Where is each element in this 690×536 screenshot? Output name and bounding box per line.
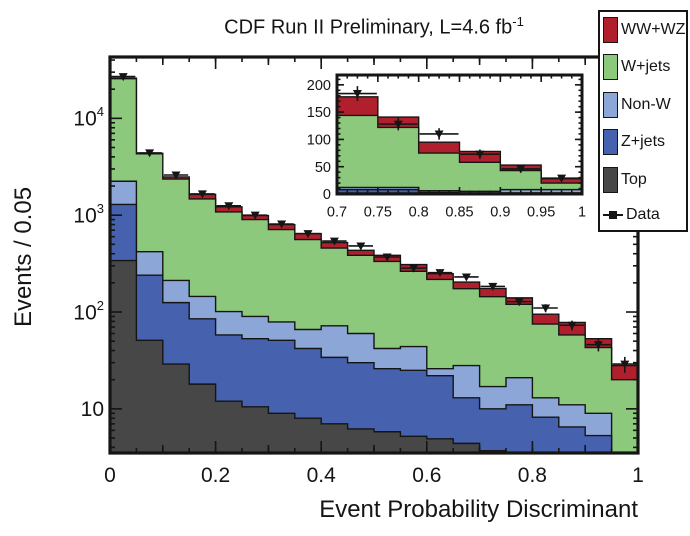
non-w-swatch-icon — [603, 92, 618, 118]
svg-text:0.85: 0.85 — [445, 205, 473, 221]
legend-item-w-jets: W+jets — [603, 53, 670, 81]
svg-text:0.2: 0.2 — [201, 464, 230, 487]
svg-text:0.95: 0.95 — [527, 205, 555, 221]
svg-text:103: 103 — [73, 201, 104, 227]
legend-item-data: Data — [603, 201, 660, 229]
svg-text:0.7: 0.7 — [327, 205, 347, 221]
svg-text:10: 10 — [81, 398, 104, 421]
svg-text:200: 200 — [307, 78, 331, 94]
ww-wz-swatch-icon — [603, 17, 618, 43]
y-axis-title: Events / 0.05 — [10, 186, 37, 328]
legend-item-ww-wz: WW+WZ — [603, 16, 685, 44]
legend-label-data: Data — [626, 206, 660, 223]
svg-text:0.9: 0.9 — [490, 205, 510, 221]
legend-label-z-jets: Z+jets — [621, 133, 666, 150]
legend-box: WW+WZ W+jets Non-W Z+jets Top Data — [598, 10, 688, 232]
svg-text:100: 100 — [307, 132, 331, 148]
w-jets-swatch-icon — [603, 54, 618, 80]
x-axis-title: Event Probability Discriminant — [319, 496, 638, 523]
legend-label-w-jets: W+jets — [621, 58, 671, 75]
svg-text:0.4: 0.4 — [307, 464, 337, 487]
svg-text:0.75: 0.75 — [364, 205, 392, 221]
svg-text:0: 0 — [323, 187, 331, 203]
legend-label-non-w: Non-W — [621, 96, 671, 113]
legend-item-top: Top — [603, 166, 647, 194]
legend-item-z-jets: Z+jets — [603, 128, 665, 156]
svg-text:150: 150 — [307, 105, 331, 121]
legend-label-ww-wz: WW+WZ — [621, 21, 686, 38]
z-jets-swatch-icon — [603, 129, 618, 155]
svg-text:102: 102 — [73, 298, 104, 324]
data-marker-icon — [603, 202, 623, 228]
svg-text:0.8: 0.8 — [409, 205, 429, 221]
legend-item-non-w: Non-W — [603, 91, 671, 119]
top-swatch-icon — [603, 167, 618, 193]
plot-title-superscript: -1 — [512, 14, 524, 29]
plot-title: CDF Run II Preliminary, L=4.6 fb-1 — [110, 14, 638, 40]
svg-text:1: 1 — [632, 464, 644, 487]
legend-label-top: Top — [621, 171, 647, 188]
svg-text:50: 50 — [315, 160, 331, 176]
svg-text:0.8: 0.8 — [518, 464, 547, 487]
svg-text:0.6: 0.6 — [412, 464, 441, 487]
plot-title-text: CDF Run II Preliminary, L=4.6 fb — [224, 16, 513, 39]
svg-text:1: 1 — [578, 205, 586, 221]
svg-text:0: 0 — [104, 464, 116, 487]
svg-text:104: 104 — [73, 104, 104, 130]
